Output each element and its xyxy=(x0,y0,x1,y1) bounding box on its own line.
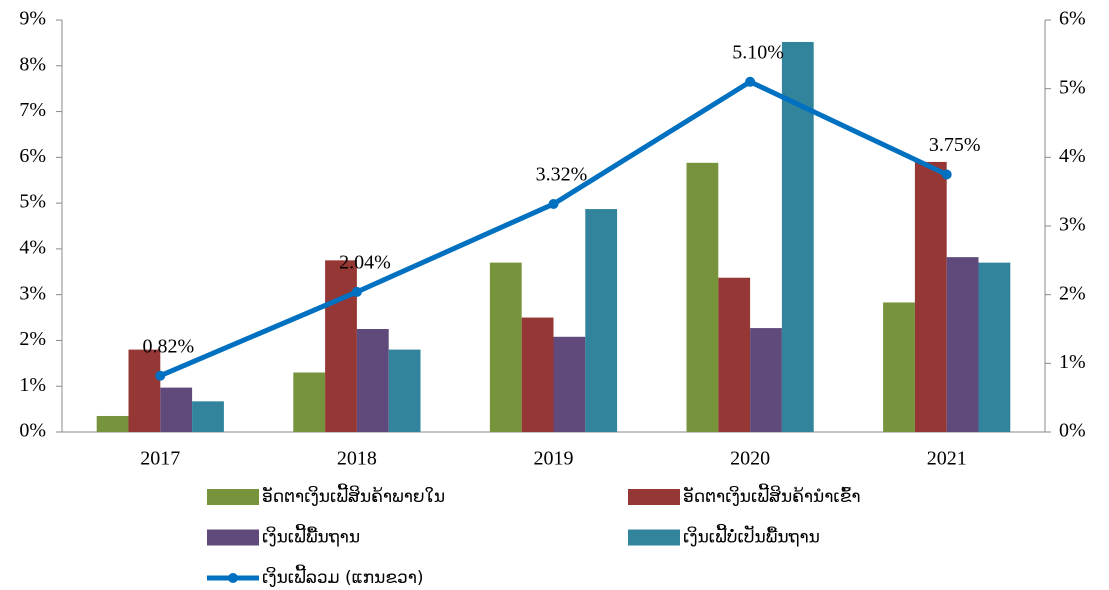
bar xyxy=(750,328,782,432)
legend-label: ເງິນເຟີ້ລວມ (ແກນຂວາ) xyxy=(262,565,424,588)
bar xyxy=(914,161,947,432)
x-tick-label: 2021 xyxy=(927,448,967,470)
y-tick-label: 5% xyxy=(19,191,46,213)
y-tick-label: 0% xyxy=(19,420,46,442)
bar xyxy=(553,336,586,432)
bar xyxy=(686,162,719,432)
y-tick-label: 2% xyxy=(19,328,46,350)
line-point xyxy=(941,169,952,180)
legend-marker xyxy=(228,573,238,583)
y-tick-label: 8% xyxy=(19,53,46,75)
y2-tick-label: 1% xyxy=(1059,351,1086,373)
bar xyxy=(521,317,554,432)
y-tick-label: 6% xyxy=(19,145,46,167)
y2-tick-label: 3% xyxy=(1059,214,1086,236)
bar xyxy=(293,372,326,432)
legend-swatch xyxy=(628,529,680,546)
line-point xyxy=(548,199,559,210)
y-tick-label: 3% xyxy=(19,282,46,304)
y2-tick-label: 0% xyxy=(1059,420,1086,442)
bar xyxy=(946,257,979,432)
y-tick-label: 1% xyxy=(19,374,46,396)
legend-label: ອັດຕາເງິນເຟີ້ສິນຄ້າພາຍໃນ xyxy=(262,484,445,507)
legend-label: ອັດຕາເງິນເຟີ້ສິນຄ້ານຳເຂົ້າ xyxy=(683,484,861,507)
y-tick-label: 7% xyxy=(19,99,46,121)
bar xyxy=(978,262,1011,432)
line-point xyxy=(155,370,166,381)
data-label: 5.10% xyxy=(732,41,784,63)
bar xyxy=(718,277,751,432)
bar xyxy=(585,209,618,432)
bar xyxy=(325,260,357,432)
y-tick-label: 9% xyxy=(19,8,46,30)
legend-swatch xyxy=(628,489,680,505)
data-label: 0.82% xyxy=(142,335,194,357)
data-label: 3.75% xyxy=(929,134,981,156)
legend-label: ເງິນເຟີ້ບໍ່ເປັນພື້ນຖານ xyxy=(683,524,820,548)
legend-swatch xyxy=(207,489,259,505)
y2-tick-label: 2% xyxy=(1059,282,1086,304)
legend-swatch xyxy=(207,529,259,546)
data-label: 3.32% xyxy=(536,164,588,186)
y2-tick-label: 5% xyxy=(1059,76,1086,98)
x-tick-label: 2020 xyxy=(730,448,770,470)
bar xyxy=(388,349,421,432)
x-tick-label: 2017 xyxy=(140,448,180,470)
bar xyxy=(883,302,915,432)
x-tick-label: 2019 xyxy=(534,448,574,470)
bar xyxy=(489,262,522,432)
y-tick-label: 4% xyxy=(19,236,46,258)
bar xyxy=(96,415,129,432)
x-tick-label: 2018 xyxy=(337,448,377,470)
line-point xyxy=(351,286,362,297)
line-point xyxy=(745,76,756,87)
y2-tick-label: 4% xyxy=(1059,145,1086,167)
y2-tick-label: 6% xyxy=(1059,8,1086,30)
data-label: 2.04% xyxy=(339,252,391,274)
legend-label: ເງິນເຟີ້ພື້ນຖານ xyxy=(262,524,360,547)
bar xyxy=(128,349,161,432)
bar xyxy=(356,329,389,432)
bar xyxy=(192,401,224,432)
bar xyxy=(160,387,193,432)
